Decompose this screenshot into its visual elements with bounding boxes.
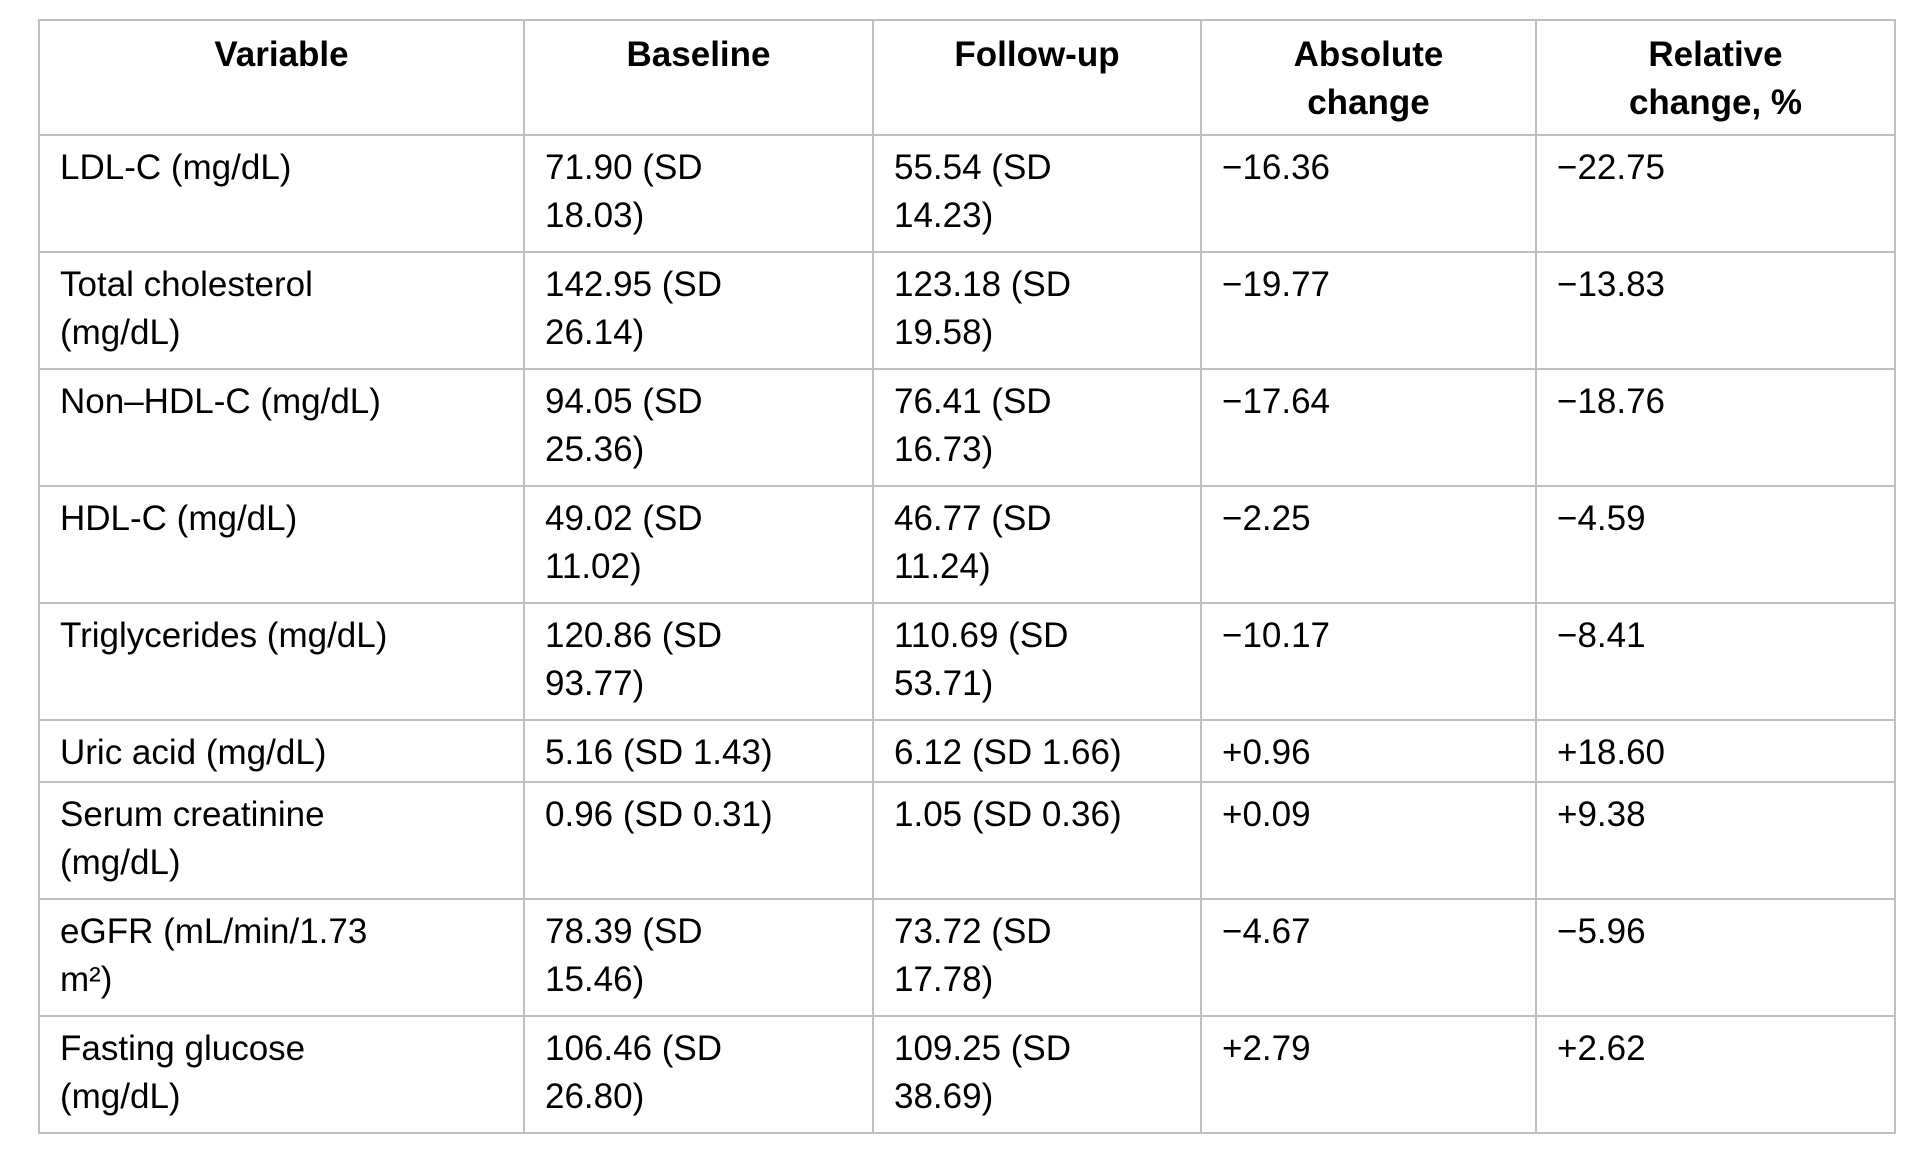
cell-variable: Triglycerides (mg/dL) bbox=[38, 602, 525, 721]
cell-baseline: 120.86 (SD 93.77) bbox=[523, 602, 874, 721]
lab-values-table: Variable Baseline Follow-up Absolute cha… bbox=[38, 19, 1896, 1134]
cell-baseline: 142.95 (SD 26.14) bbox=[523, 251, 874, 370]
cell-variable: Uric acid (mg/dL) bbox=[38, 719, 525, 783]
cell-followup: 110.69 (SD 53.71) bbox=[872, 602, 1202, 721]
table-row: Serum creatinine (mg/dL) 0.96 (SD 0.31) … bbox=[38, 781, 1896, 900]
cell-absolute-change: −4.67 bbox=[1200, 898, 1537, 1017]
cell-relative-change: +9.38 bbox=[1535, 781, 1896, 900]
table-row: eGFR (mL/min/1.73 m²) 78.39 (SD 15.46) 7… bbox=[38, 898, 1896, 1017]
cell-relative-change: −22.75 bbox=[1535, 134, 1896, 253]
cell-followup: 73.72 (SD 17.78) bbox=[872, 898, 1202, 1017]
cell-variable: Serum creatinine (mg/dL) bbox=[38, 781, 525, 900]
cell-followup: 46.77 (SD 11.24) bbox=[872, 485, 1202, 604]
cell-absolute-change: +2.79 bbox=[1200, 1015, 1537, 1134]
cell-followup: 76.41 (SD 16.73) bbox=[872, 368, 1202, 487]
header-cell-variable: Variable bbox=[38, 19, 525, 136]
cell-relative-change: −8.41 bbox=[1535, 602, 1896, 721]
table-row: Uric acid (mg/dL) 5.16 (SD 1.43) 6.12 (S… bbox=[38, 719, 1896, 783]
cell-baseline: 5.16 (SD 1.43) bbox=[523, 719, 874, 783]
cell-variable: Fasting glucose (mg/dL) bbox=[38, 1015, 525, 1134]
cell-relative-change: −13.83 bbox=[1535, 251, 1896, 370]
cell-relative-change: −5.96 bbox=[1535, 898, 1896, 1017]
cell-absolute-change: −17.64 bbox=[1200, 368, 1537, 487]
cell-relative-change: −4.59 bbox=[1535, 485, 1896, 604]
cell-absolute-change: −19.77 bbox=[1200, 251, 1537, 370]
cell-followup: 6.12 (SD 1.66) bbox=[872, 719, 1202, 783]
table-row: Total cholesterol (mg/dL) 142.95 (SD 26.… bbox=[38, 251, 1896, 370]
header-cell-baseline: Baseline bbox=[523, 19, 874, 136]
table-row: LDL-C (mg/dL) 71.90 (SD 18.03) 55.54 (SD… bbox=[38, 134, 1896, 253]
cell-baseline: 106.46 (SD 26.80) bbox=[523, 1015, 874, 1134]
cell-absolute-change: −16.36 bbox=[1200, 134, 1537, 253]
cell-variable: HDL-C (mg/dL) bbox=[38, 485, 525, 604]
cell-followup: 109.25 (SD 38.69) bbox=[872, 1015, 1202, 1134]
cell-baseline: 49.02 (SD 11.02) bbox=[523, 485, 874, 604]
cell-baseline: 0.96 (SD 0.31) bbox=[523, 781, 874, 900]
cell-baseline: 71.90 (SD 18.03) bbox=[523, 134, 874, 253]
cell-baseline: 78.39 (SD 15.46) bbox=[523, 898, 874, 1017]
header-cell-relative-change: Relative change, % bbox=[1535, 19, 1896, 136]
table-row: HDL-C (mg/dL) 49.02 (SD 11.02) 46.77 (SD… bbox=[38, 485, 1896, 604]
table-header-row: Variable Baseline Follow-up Absolute cha… bbox=[38, 19, 1896, 136]
cell-absolute-change: −2.25 bbox=[1200, 485, 1537, 604]
cell-absolute-change: +0.09 bbox=[1200, 781, 1537, 900]
cell-baseline: 94.05 (SD 25.36) bbox=[523, 368, 874, 487]
cell-followup: 123.18 (SD 19.58) bbox=[872, 251, 1202, 370]
cell-absolute-change: +0.96 bbox=[1200, 719, 1537, 783]
cell-variable: eGFR (mL/min/1.73 m²) bbox=[38, 898, 525, 1017]
cell-followup: 55.54 (SD 14.23) bbox=[872, 134, 1202, 253]
cell-relative-change: +2.62 bbox=[1535, 1015, 1896, 1134]
cell-relative-change: +18.60 bbox=[1535, 719, 1896, 783]
cell-variable: Total cholesterol (mg/dL) bbox=[38, 251, 525, 370]
table-row: Triglycerides (mg/dL) 120.86 (SD 93.77) … bbox=[38, 602, 1896, 721]
cell-relative-change: −18.76 bbox=[1535, 368, 1896, 487]
table-row: Non–HDL-C (mg/dL) 94.05 (SD 25.36) 76.41… bbox=[38, 368, 1896, 487]
cell-variable: Non–HDL-C (mg/dL) bbox=[38, 368, 525, 487]
header-cell-followup: Follow-up bbox=[872, 19, 1202, 136]
cell-absolute-change: −10.17 bbox=[1200, 602, 1537, 721]
table-row: Fasting glucose (mg/dL) 106.46 (SD 26.80… bbox=[38, 1015, 1896, 1134]
cell-followup: 1.05 (SD 0.36) bbox=[872, 781, 1202, 900]
cell-variable: LDL-C (mg/dL) bbox=[38, 134, 525, 253]
header-cell-absolute-change: Absolute change bbox=[1200, 19, 1537, 136]
